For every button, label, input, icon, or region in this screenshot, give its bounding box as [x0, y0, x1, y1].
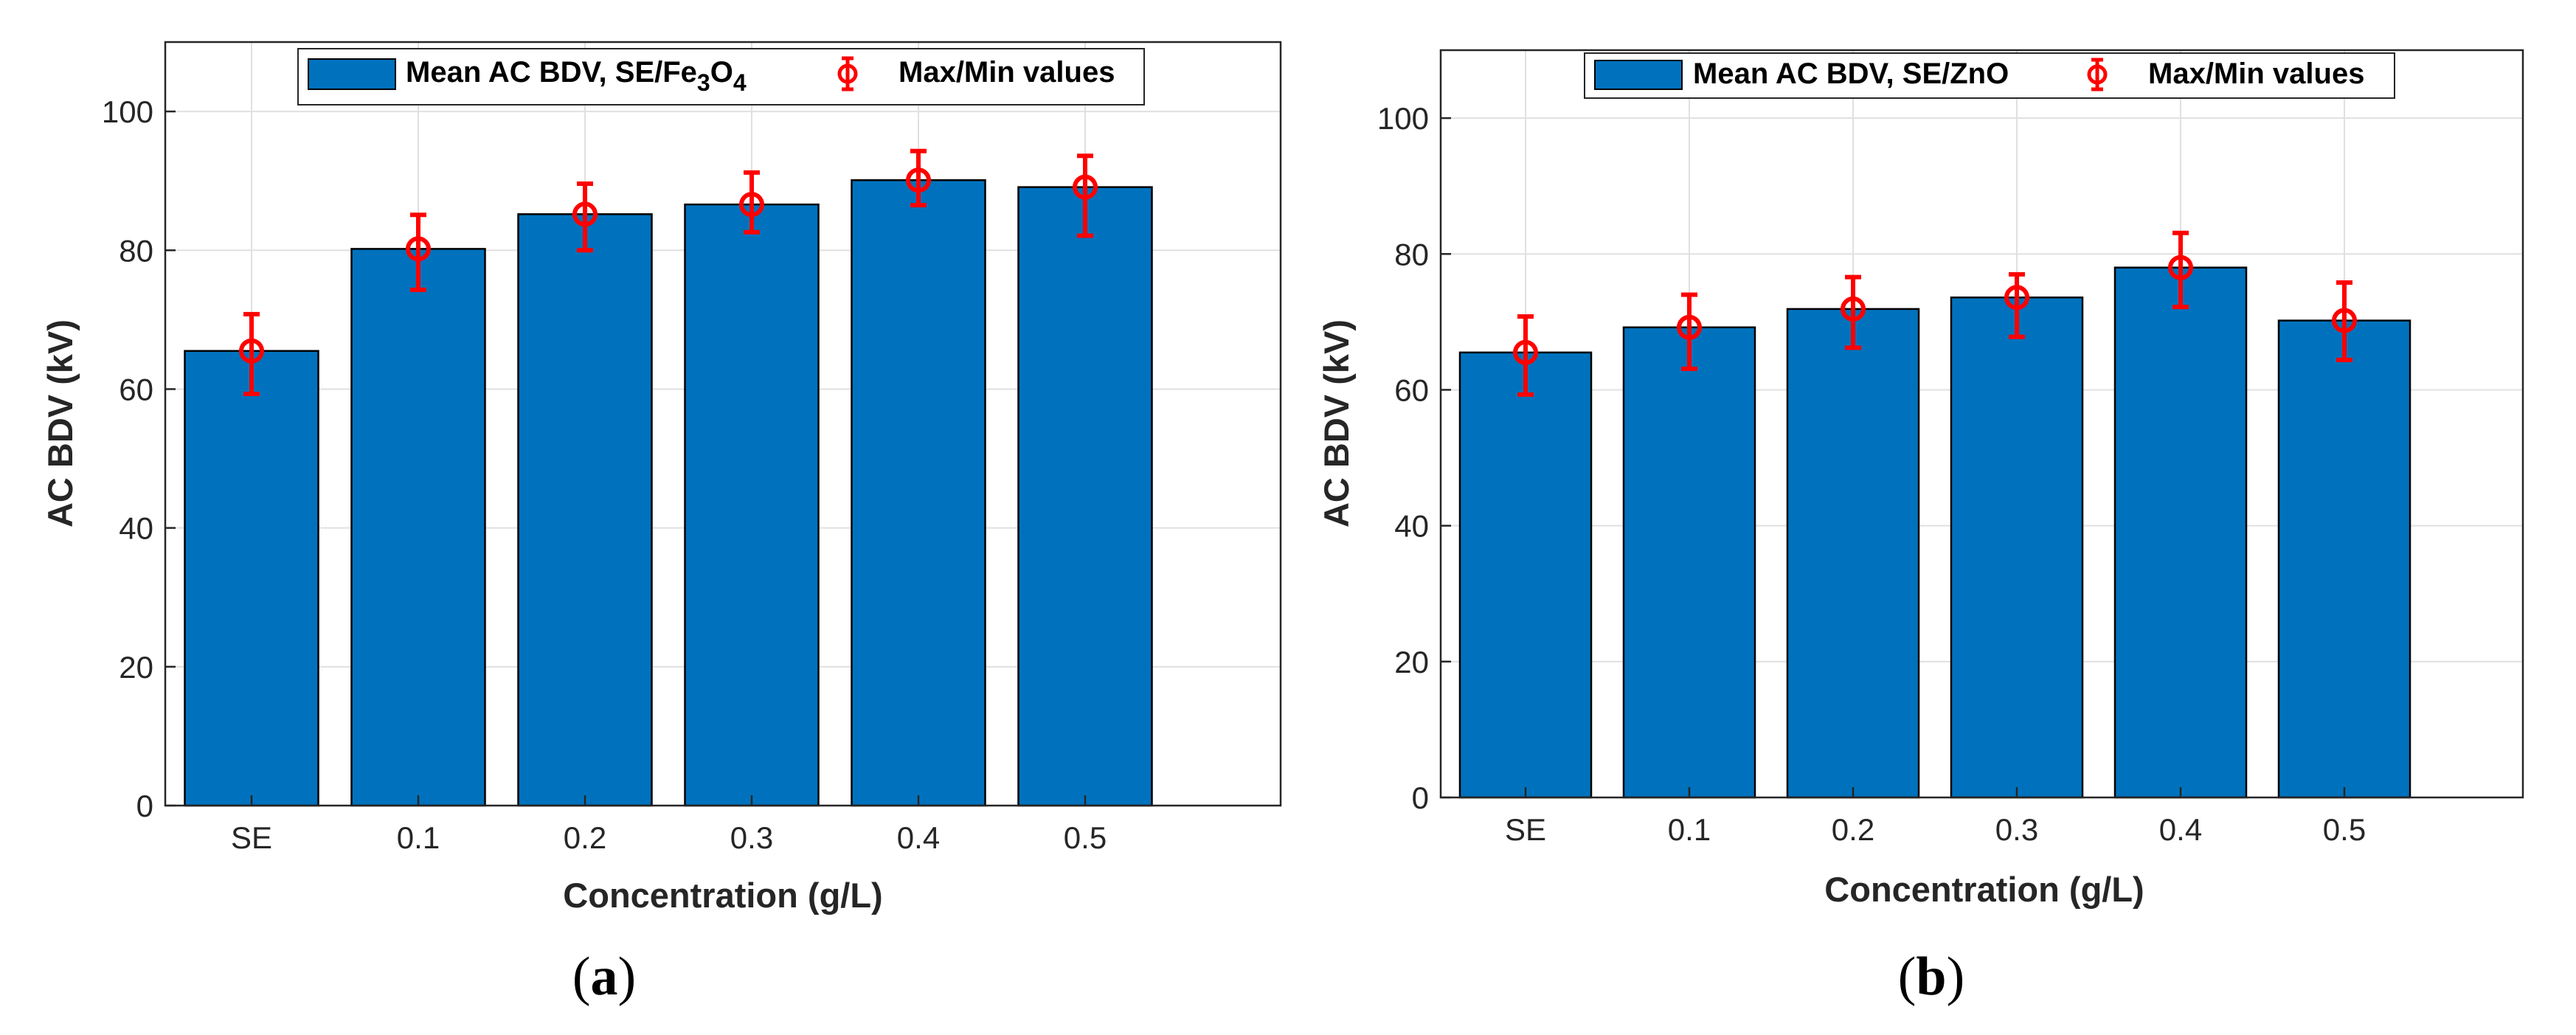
errorbar-a-5	[1073, 153, 1098, 238]
errorbar-marker-b-5	[2332, 308, 2357, 333]
legend-swatch-errorbar-a	[837, 56, 858, 91]
legend-label-bars-a-sub4: 4	[733, 69, 747, 96]
legend-box-b	[1584, 52, 2395, 99]
errorbar-marker-a-2	[572, 201, 598, 227]
errorbar-a-3	[739, 170, 764, 235]
errorbar-a-2	[572, 181, 598, 253]
bar-a-5	[1017, 186, 1153, 807]
x-tick-label-a-1: 0.1	[397, 820, 440, 855]
x-tick-label-b-4: 0.4	[2159, 812, 2202, 847]
errorbar-b-5	[2332, 280, 2357, 362]
y-tick-label-b-1: 20	[1394, 645, 1429, 679]
legend-label-errorbar-a: Max/Min values	[899, 56, 1115, 89]
errorbar-marker-a-4	[906, 167, 931, 193]
errorbar-b-4	[2168, 230, 2193, 310]
panel-letter-a: a	[591, 946, 618, 1007]
y-tick-label-a-1: 20	[119, 650, 153, 685]
x-ticks-a: SE 0.1 0.2 0.3 0.4 0.5	[231, 795, 1107, 855]
x-ticks-b: SE 0.1 0.2 0.3 0.4 0.5	[1505, 787, 2366, 847]
x-tick-label-b-2: 0.2	[1832, 812, 1874, 847]
y-tick-label-b-5: 100	[1377, 101, 1429, 136]
y-axis-label-b: AC BDV (kV)	[1317, 319, 1356, 527]
bar-a-4	[851, 179, 986, 807]
legend-label-bars-a-o: O	[710, 56, 733, 89]
panel-label-a: (a)	[572, 946, 636, 1007]
legend-label-bars-a-sub3: 3	[697, 69, 710, 96]
errorbar-b-2	[1841, 274, 1866, 350]
plot-frame-b	[1439, 49, 2524, 799]
bars-a	[184, 179, 1153, 807]
y-axis-label-a: AC BDV (kV)	[41, 319, 80, 527]
errorbar-a-4	[906, 148, 931, 208]
errorbar-a-0	[239, 311, 264, 397]
y-tick-label-b-0: 0	[1412, 780, 1429, 815]
x-tick-label-b-3: 0.3	[1995, 812, 2038, 847]
x-axis-label-a: Concentration (g/L)	[563, 876, 882, 915]
bar-a-0	[184, 350, 319, 807]
y-tick-label-a-4: 80	[119, 233, 153, 268]
plot-frame-a	[164, 41, 1282, 807]
y-tick-label-a-3: 60	[119, 372, 153, 406]
legend-label-bars-a: Mean AC BDV, SE/Fe3O4	[406, 56, 747, 96]
legend-swatch-bars-b	[1594, 60, 1683, 90]
x-tick-label-a-2: 0.2	[564, 820, 606, 855]
errorbar-marker-a-0	[239, 338, 264, 364]
x-axis-label-b: Concentration (g/L)	[1824, 870, 2144, 909]
error-bars-a	[239, 148, 1098, 397]
y-tick-label-a-5: 100	[102, 94, 153, 129]
errorbar-b-3	[2004, 271, 2029, 339]
bar-b-2	[1786, 308, 1920, 799]
bar-b-3	[1950, 296, 2084, 799]
errorbar-marker-b-0	[1513, 339, 1538, 365]
bar-a-1	[350, 248, 486, 807]
panel-letter-b: b	[1916, 946, 1946, 1007]
y-ticks-b: 0 20 40 60 80 100	[1377, 101, 1451, 815]
bar-b-4	[2113, 266, 2248, 799]
legend-a: Mean AC BDV, SE/Fe3O4 Max/Min values	[297, 48, 1145, 105]
errorbar-marker-a-1	[406, 236, 431, 262]
y-ticks-a: 0 20 40 60 80 100	[102, 94, 176, 823]
errorbar-b-1	[1677, 292, 1702, 371]
legend-swatch-errorbar-b	[2087, 58, 2108, 91]
bar-b-1	[1622, 326, 1756, 799]
errorbar-a-1	[406, 212, 431, 292]
errorbar-marker-b-4	[2168, 255, 2193, 280]
bar-a-2	[517, 213, 653, 807]
legend-swatch-bars-a	[308, 58, 396, 90]
bars-b	[1458, 266, 2411, 799]
x-tick-label-a-0: SE	[231, 820, 272, 855]
legend-box-a	[297, 48, 1145, 105]
chart-a: 0 20 40 60 80 100 SE 0.1 0.2 0.3 0.4 0.5 Concentra…	[41, 41, 1282, 1007]
x-tick-label-b-0: SE	[1505, 812, 1546, 847]
errorbar-marker-b-2	[1841, 296, 1866, 322]
x-tick-label-a-5: 0.5	[1064, 820, 1107, 855]
y-tick-label-a-2: 40	[119, 511, 153, 546]
panel-label-b: (b)	[1898, 946, 1964, 1007]
legend-b: Mean AC BDV, SE/ZnO Max/Min values	[1584, 52, 2395, 99]
y-tick-label-b-2: 40	[1394, 509, 1429, 544]
x-tick-label-a-4: 0.4	[897, 820, 940, 855]
bar-b-5	[2277, 319, 2411, 799]
errorbar-marker-b-1	[1677, 314, 1702, 340]
errorbar-marker-b-3	[2004, 285, 2029, 311]
errorbar-b-0	[1513, 314, 1538, 397]
y-tick-label-b-4: 80	[1394, 237, 1429, 271]
errorbar-marker-a-3	[739, 192, 764, 218]
legend-label-errorbar-b: Max/Min values	[2148, 58, 2364, 90]
bar-a-3	[684, 203, 820, 807]
errorbar-marker-a-5	[1073, 174, 1098, 200]
x-tick-label-b-1: 0.1	[1668, 812, 1711, 847]
legend-label-bars-a-main: Mean AC BDV, SE/Fe	[406, 56, 697, 89]
y-tick-label-b-3: 60	[1394, 373, 1429, 407]
chart-b: 0 20 40 60 80 100 SE 0.1 0.2 0.3 0.4 0.5 Concentra…	[1317, 49, 2524, 1007]
x-tick-label-b-5: 0.5	[2323, 812, 2366, 847]
y-tick-label-a-0: 0	[136, 789, 153, 823]
bar-b-0	[1458, 351, 1593, 799]
legend-label-bars-b: Mean AC BDV, SE/ZnO	[1693, 58, 2009, 90]
error-bars-b	[1513, 230, 2357, 397]
x-tick-label-a-3: 0.3	[730, 820, 773, 855]
